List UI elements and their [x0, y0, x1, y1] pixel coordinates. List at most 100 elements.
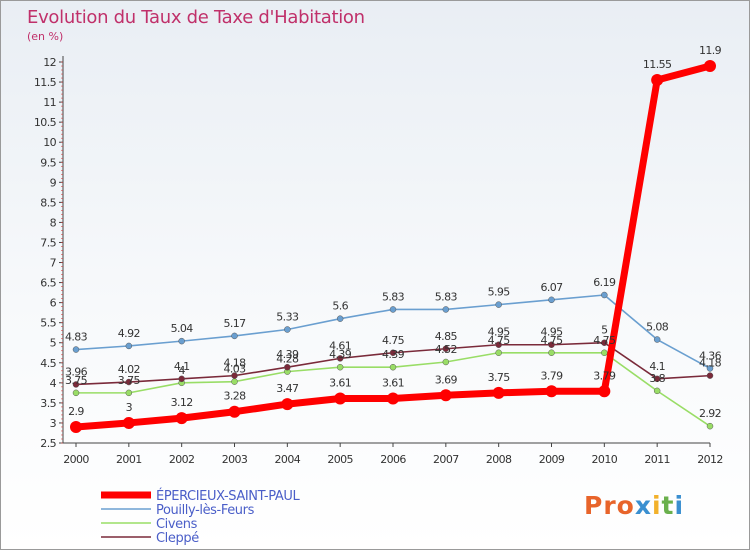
data-label: 3.61 [382, 376, 404, 389]
y-tick-label: 5 [50, 337, 57, 350]
series-point [72, 381, 80, 388]
logo-part: i [651, 491, 662, 520]
series-point [334, 392, 347, 405]
series-point [653, 387, 661, 395]
y-tick-label: 7 [50, 257, 57, 270]
data-label: 3.69 [435, 373, 458, 386]
y-tick-label: 6 [50, 297, 57, 310]
data-label: 4.1 [174, 360, 190, 373]
series-point [706, 422, 714, 430]
legend-label: Cleppé [156, 531, 199, 546]
series-point [598, 385, 611, 398]
data-label: 3.61 [329, 376, 351, 389]
data-label: 5.04 [171, 322, 194, 335]
series-point [442, 345, 450, 353]
series-point [704, 60, 716, 73]
axes: 2.5 3 3.5 4 4.5 5 5.5 6 6.5 7 7.5 8 8.5 9 9.5 10 10.5 11 1… [34, 56, 723, 466]
series-point [284, 363, 291, 371]
data-label: 4.1 [649, 360, 665, 373]
data-label: 5.83 [382, 290, 405, 303]
series-point [548, 296, 555, 304]
series-point [125, 342, 133, 350]
data-label: 3.75 [118, 374, 141, 387]
y-tick-label: 11.5 [34, 76, 57, 89]
y-tick-label: 5.5 [40, 317, 56, 330]
series-point [178, 375, 185, 383]
series-point [545, 385, 558, 398]
series-point [389, 306, 397, 313]
series-point [442, 358, 450, 366]
data-label: 4.75 [540, 334, 563, 347]
data-label: 6.19 [593, 276, 616, 289]
data-label: 4 [178, 364, 185, 377]
series-point [336, 315, 344, 322]
series-point [442, 306, 450, 313]
series-point [125, 389, 133, 397]
series-point [601, 349, 608, 357]
logo-part: t [661, 491, 675, 520]
x-tick-label: 2002 [169, 453, 195, 466]
series-point [175, 412, 188, 425]
legend-label: Civens [156, 517, 198, 532]
data-label: 4.36 [699, 349, 722, 362]
series-point [495, 301, 502, 308]
data-label: 3.28 [223, 390, 246, 403]
legend-label: ÉPERCIEUX-SAINT-PAUL [156, 488, 300, 504]
data-label: 4.28 [276, 353, 299, 366]
series-layer [70, 60, 716, 433]
logo-part: Pro [584, 491, 635, 520]
data-label: 2.92 [699, 407, 721, 420]
data-label: 5.08 [646, 321, 669, 334]
series-point [651, 74, 664, 87]
x-tick-label: 2011 [644, 453, 670, 466]
chart-subtitle: (en %) [27, 30, 64, 43]
series-point [389, 349, 397, 357]
data-label: 3 [126, 401, 133, 414]
data-label: 11.9 [699, 44, 722, 57]
y-tick-label: 12 [43, 56, 56, 69]
series-point [706, 372, 714, 379]
x-tick-label: 2007 [433, 453, 459, 466]
y-tick-label: 8 [50, 216, 57, 229]
x-tick-label: 2010 [592, 453, 618, 466]
x-tick-label: 2006 [380, 453, 406, 466]
data-label: 4.95 [540, 326, 563, 339]
series-point [706, 365, 714, 372]
series-point [336, 363, 344, 371]
data-label: 4.39 [276, 348, 299, 361]
chart-title: Evolution du Taux de Taxe d'Habitation [27, 7, 365, 28]
data-label: 4.03 [223, 363, 246, 376]
series-point [492, 386, 505, 399]
data-label: 4.18 [699, 357, 722, 370]
data-label: 4.39 [329, 348, 352, 361]
data-label: 3.75 [488, 371, 511, 384]
data-label: 4.75 [382, 334, 405, 347]
series-point [601, 339, 608, 346]
logo-part: i [674, 491, 685, 520]
data-label: 5.83 [435, 290, 458, 303]
series-point [231, 378, 238, 385]
data-label: 5.17 [223, 317, 246, 330]
series-point [439, 389, 452, 402]
data-label: 3.79 [593, 369, 616, 382]
series-point [548, 349, 555, 357]
data-label: 4.85 [435, 330, 458, 343]
y-tick-label: 10.5 [34, 116, 57, 129]
data-label: 4.95 [488, 326, 511, 339]
data-label: 5.95 [488, 286, 511, 299]
data-label: 5.33 [276, 311, 299, 324]
proxiti-logo: Proxiti [584, 491, 684, 520]
y-tick-label: 4 [50, 377, 57, 390]
data-label: 3.8 [649, 372, 665, 385]
y-tick-label: 4.5 [40, 357, 56, 370]
x-tick-label: 2008 [486, 453, 512, 466]
logo-part: x [634, 491, 652, 520]
series-point [336, 355, 344, 362]
series-point [653, 375, 661, 383]
y-tick-label: 3.5 [40, 397, 56, 410]
data-label: 5 [601, 324, 608, 337]
x-tick-label: 2004 [275, 453, 301, 466]
data-label: 4.52 [435, 343, 457, 356]
x-tick-label: 2005 [327, 453, 353, 466]
series-point [284, 326, 291, 333]
